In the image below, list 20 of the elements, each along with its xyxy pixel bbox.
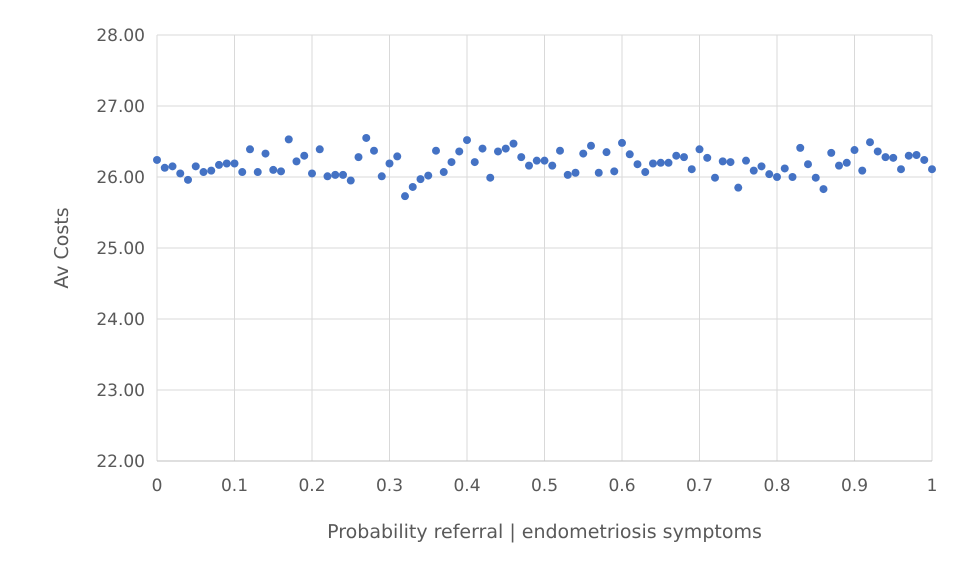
y-tick-label: 24.00 xyxy=(96,310,145,330)
x-tick-label: 0.1 xyxy=(220,476,248,496)
x-tick-label: 0.2 xyxy=(298,476,326,496)
x-tick-label: 0 xyxy=(152,476,162,496)
y-tick-label: 25.00 xyxy=(96,238,145,259)
x-tick-label: 0.9 xyxy=(840,476,868,496)
x-tick-label: 0.7 xyxy=(686,476,714,496)
y-tick-label: 28.00 xyxy=(96,26,145,46)
y-tick-label: 26.00 xyxy=(96,168,145,188)
x-tick-label: 0.3 xyxy=(376,476,404,496)
y-tick-label: 23.00 xyxy=(96,380,145,401)
x-tick-label: 0.6 xyxy=(608,476,636,496)
x-tick-label: 0.4 xyxy=(453,476,481,496)
x-tick-label: 0.8 xyxy=(763,476,791,496)
y-tick-label: 22.00 xyxy=(96,452,145,472)
y-axis-title: Av Costs xyxy=(51,207,73,289)
y-tick-label: 27.00 xyxy=(96,96,145,117)
x-axis-title: Probability referral | endometriosis symptoms xyxy=(327,521,762,543)
x-tick-label: 1 xyxy=(926,476,938,496)
x-tick-label: 0.5 xyxy=(530,476,558,496)
